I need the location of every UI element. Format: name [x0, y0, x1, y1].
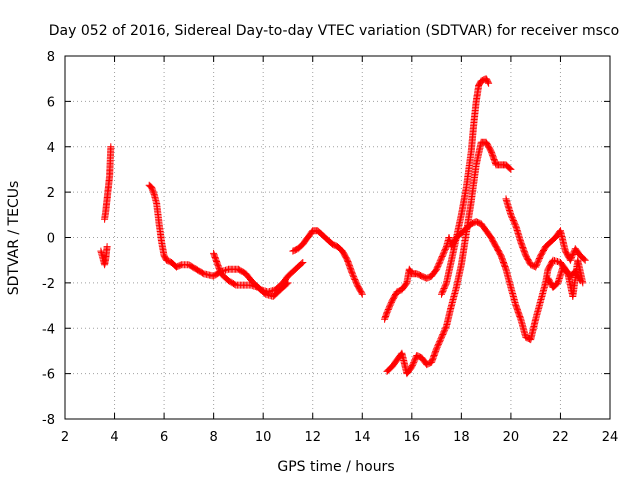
data-point	[485, 79, 493, 87]
data-point	[358, 290, 366, 298]
data-point	[439, 287, 447, 295]
x-axis-title: GPS time / hours	[277, 459, 394, 475]
data-point	[508, 212, 515, 220]
data-point	[350, 273, 358, 281]
data-point	[580, 255, 588, 263]
data-point	[506, 165, 514, 172]
data-point	[436, 257, 444, 265]
data-point	[299, 259, 307, 266]
data-point	[439, 251, 447, 259]
y-tick-label: -2	[42, 277, 55, 292]
data-point	[511, 219, 519, 227]
x-tick-label: 18	[453, 430, 470, 445]
x-tick-label: 6	[160, 430, 168, 445]
data-point	[298, 259, 306, 267]
data-point	[433, 343, 441, 351]
y-tick-label: -6	[42, 368, 55, 383]
data-point	[436, 338, 444, 346]
y-tick-label: 2	[47, 186, 55, 201]
x-tick-label: 2	[61, 430, 69, 445]
data-point	[358, 289, 366, 297]
data-point	[567, 255, 575, 263]
data-point	[387, 300, 395, 308]
x-tick-label: 22	[552, 430, 569, 445]
data-point	[383, 308, 391, 316]
data-point	[433, 265, 441, 273]
data-point	[439, 329, 447, 337]
data-point	[386, 301, 394, 309]
data-point	[349, 271, 357, 279]
x-tick-label: 8	[209, 430, 217, 445]
data-point	[439, 250, 447, 258]
y-tick-label: -4	[42, 322, 55, 337]
x-tick-label: 14	[354, 430, 371, 445]
data-point	[384, 307, 392, 315]
x-tick-label: 20	[503, 430, 520, 445]
data-point	[433, 345, 441, 353]
grid	[65, 56, 610, 419]
data-point	[579, 279, 587, 287]
y-axis-title: SDTVAR / TECUs	[6, 181, 22, 296]
data-point	[532, 262, 540, 270]
data-point	[103, 243, 111, 251]
data-point	[442, 244, 450, 252]
data-point	[511, 221, 519, 229]
data-point	[440, 328, 448, 336]
data-point	[508, 214, 516, 222]
data-point	[284, 279, 292, 287]
x-tick-label: 16	[404, 430, 421, 445]
x-tick-label: 24	[602, 430, 619, 445]
data-point	[439, 286, 447, 294]
data-point	[442, 323, 450, 331]
data-point	[283, 280, 291, 288]
data-point	[107, 143, 115, 151]
data-point	[436, 258, 444, 266]
data-points	[97, 75, 589, 378]
data-point	[409, 360, 417, 368]
ticks	[64, 55, 611, 420]
data-point	[533, 260, 541, 268]
data-point	[410, 359, 418, 367]
y-tick-label: -8	[42, 413, 55, 428]
x-tick-label: 4	[110, 430, 118, 445]
y-tick-label: 4	[47, 141, 55, 156]
chart-title: Day 052 of 2016, Sidereal Day-to-day VTE…	[49, 23, 619, 39]
x-tick-label: 12	[304, 430, 321, 445]
y-tick-label: 6	[47, 95, 55, 110]
data-point	[507, 165, 515, 173]
data-point	[436, 336, 444, 344]
data-point	[581, 256, 589, 264]
data-point	[442, 280, 450, 288]
y-tick-label: 8	[47, 50, 55, 65]
y-tick-label: 0	[47, 232, 55, 247]
x-tick-label: 10	[255, 430, 272, 445]
data-point	[568, 253, 576, 261]
data-point	[484, 78, 492, 86]
